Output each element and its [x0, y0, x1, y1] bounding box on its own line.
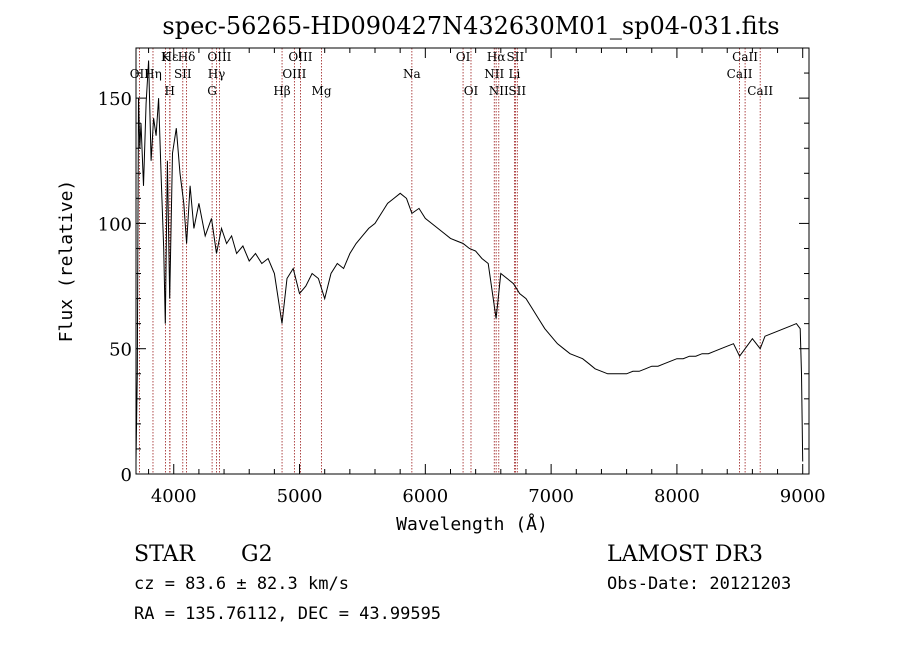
obs-date-text: Obs-Date: 20121203: [607, 574, 791, 594]
line-marker-label: NII: [489, 84, 509, 98]
line-marker-label: OIII: [207, 50, 231, 64]
spectrum-line: [135, 60, 804, 462]
line-marker-label: CaII: [727, 67, 753, 81]
x-tick-label: 8000: [654, 486, 700, 507]
line-marker-label: Hη: [144, 67, 162, 81]
x-tick-label: 9000: [780, 486, 826, 507]
line-marker-label: Hδ: [178, 50, 196, 64]
y-tick-label: 100: [98, 214, 132, 235]
line-marker-label: OI: [464, 84, 479, 98]
classification-label: STAR: [134, 542, 196, 567]
line-marker-label: OIII: [288, 50, 312, 64]
line-marker-label: CaII: [732, 50, 758, 64]
line-marker-label: SII: [174, 67, 192, 81]
line-marker-label: H: [164, 84, 174, 98]
coords-text: RA = 135.76112, DEC = 43.99595: [134, 604, 441, 624]
line-marker-label: OII: [130, 67, 150, 81]
x-tick-label: 6000: [402, 486, 448, 507]
line-marker-label: Li: [508, 67, 520, 81]
line-marker-label: OI: [456, 50, 471, 64]
line-marker-label: Mg: [312, 84, 332, 98]
line-markers: [138, 48, 761, 474]
y-axis: 0 50 100 150: [98, 72, 809, 486]
line-marker-label: K: [161, 50, 171, 64]
x-tick-label: 5000: [277, 486, 323, 507]
line-marker-label: Hα: [487, 50, 506, 64]
x-tick-label: 7000: [528, 486, 574, 507]
x-axis: 4000 5000 6000 7000 8000 9000: [148, 48, 826, 507]
line-marker-label: G: [207, 84, 217, 98]
cz-text: cz = 83.6 ± 82.3 km/s: [134, 574, 349, 594]
y-tick-label: 0: [121, 465, 132, 486]
line-marker-label: CaII: [747, 84, 773, 98]
line-marker-label: OIII: [282, 67, 306, 81]
chart-title: spec-56265-HD090427N432630M01_sp04-031.f…: [162, 12, 779, 40]
line-marker-label: SII: [508, 84, 526, 98]
line-marker-label: Hγ: [208, 67, 226, 81]
x-tick-label: 4000: [151, 486, 197, 507]
y-axis-label: Flux (relative): [56, 180, 77, 343]
y-tick-label: 150: [98, 89, 132, 110]
x-axis-label: Wavelength (Å): [396, 513, 548, 535]
line-marker-label: NII: [484, 67, 504, 81]
line-marker-label: Hβ: [273, 84, 290, 98]
plot-frame: [135, 47, 810, 475]
line-marker-label: Na: [403, 67, 421, 81]
subclass-label: G2: [241, 542, 273, 567]
line-marker-label: SII: [507, 50, 525, 64]
survey-label: LAMOST DR3: [607, 542, 763, 567]
y-tick-label: 50: [109, 340, 132, 361]
